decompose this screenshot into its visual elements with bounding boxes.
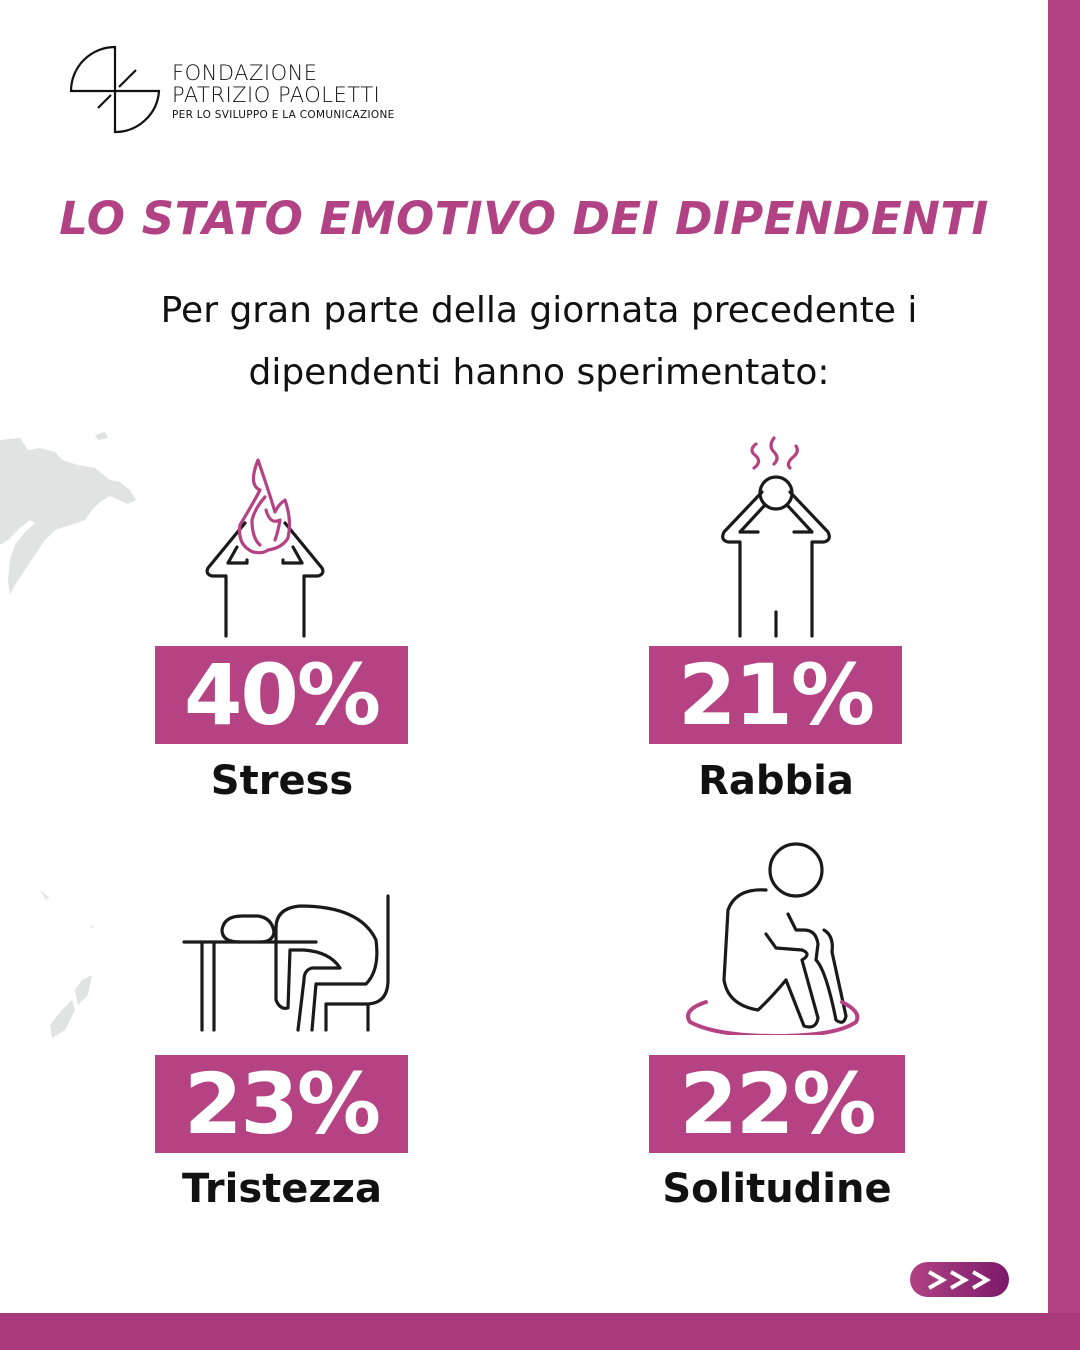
pinwheel-logo-icon [69, 45, 161, 134]
brand-line-1: FONDAZIONE [172, 61, 318, 85]
page-title: LO STATO EMOTIVO DEI DIPENDENTI [59, 192, 989, 245]
triple-chevron-right-icon [927, 1269, 991, 1290]
stat-label-tristezza: Tristezza [182, 1166, 382, 1212]
head-on-fire-icon [205, 458, 325, 638]
subtitle-line-1: Per gran parte della giornata precedente… [160, 290, 918, 331]
stat-value-tristezza: 23% [155, 1055, 408, 1153]
alone-hugging-knees-icon [686, 842, 860, 1035]
brand-line-2: PATRIZIO PAOLETTI [172, 83, 381, 107]
frustrated-person-icon [721, 436, 831, 638]
stat-value-stress: 40% [155, 646, 408, 744]
next-page-button[interactable] [910, 1262, 1009, 1297]
stat-value-rabbia: 21% [649, 646, 902, 744]
brand-tagline: PER LO SVILUPPO E LA COMUNICAZIONE [172, 109, 395, 121]
stat-value-solitudine: 22% [649, 1055, 905, 1153]
stat-label-solitudine: Solitudine [662, 1166, 892, 1212]
bottom-accent-bar [0, 1313, 1080, 1350]
subtitle: Per gran parte della giornata precedente… [0, 280, 1078, 404]
stat-label-stress: Stress [210, 758, 354, 804]
right-accent-bar [1048, 0, 1080, 1350]
slumped-at-desk-icon [182, 894, 390, 1032]
stat-label-rabbia: Rabbia [698, 758, 854, 804]
world-map-background [0, 432, 136, 1038]
brand-name: FONDAZIONE PATRIZIO PAOLETTI PER LO SVIL… [172, 62, 395, 121]
subtitle-line-2: dipendenti hanno sperimentato: [248, 352, 830, 393]
